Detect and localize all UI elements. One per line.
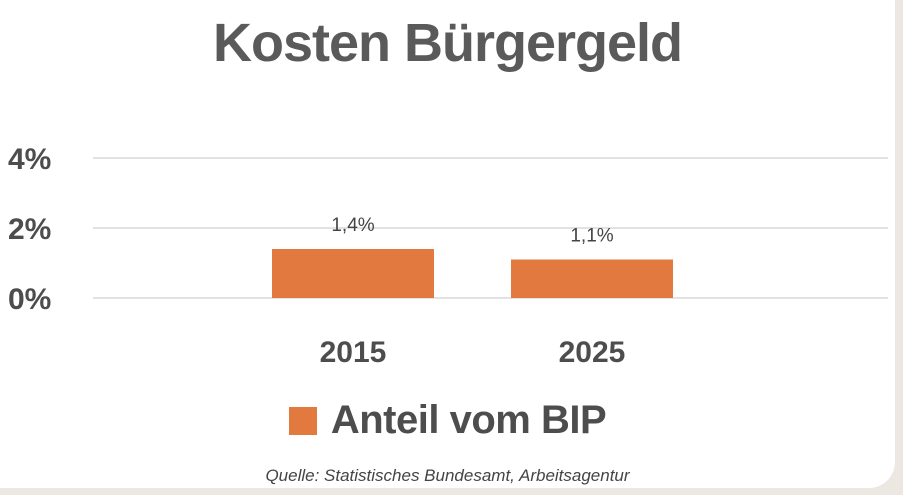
chart-title: Kosten Bürgergeld: [212, 13, 683, 73]
data-label: 1,1%: [570, 226, 613, 247]
x-tick-label: 2025: [559, 336, 626, 369]
legend-swatch: [288, 406, 317, 435]
x-tick-label: 2015: [320, 336, 387, 369]
legend-label: Anteil vom BIP: [330, 398, 607, 442]
data-label: 1,4%: [331, 215, 374, 236]
bar: [272, 249, 434, 298]
legend: Anteil vom BIP: [0, 398, 895, 443]
y-tick-label: 2%: [8, 213, 51, 246]
source-note: Quelle: Statistisches Bundesamt, Arbeits…: [265, 466, 630, 485]
y-tick-label: 0%: [8, 283, 51, 316]
bar: [511, 259, 673, 298]
y-tick-label: 4%: [8, 143, 51, 176]
chart-card: Kosten Bürgergeld 0% 2% 4% 1,4% 2015 1,1% 2025…: [0, 0, 895, 488]
bar-chart-plot: 0% 2% 4% 1,4% 2015 1,1% 2025: [8, 143, 888, 369]
